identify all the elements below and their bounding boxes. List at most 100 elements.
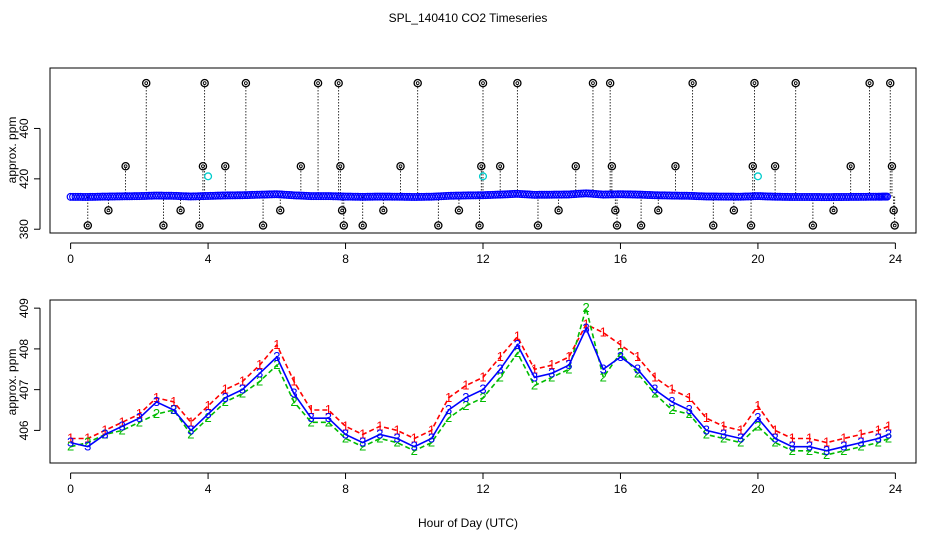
top-y-tick-label: 460 xyxy=(17,118,31,138)
outlier-point-inner xyxy=(888,81,893,85)
outlier-point xyxy=(654,206,663,215)
outlier-point-inner xyxy=(613,208,618,213)
series-1-marker: 1 xyxy=(136,406,143,421)
outlier-point-inner xyxy=(398,164,403,169)
outlier-point xyxy=(477,161,486,171)
series-2-marker: 2 xyxy=(479,390,486,405)
series-1-marker: 1 xyxy=(273,337,280,352)
series-2-marker: 2 xyxy=(308,414,315,429)
outlier-point-inner xyxy=(639,223,643,228)
bottom-x-tick-label: 16 xyxy=(614,482,628,496)
series-2-marker: 2 xyxy=(582,300,589,315)
series-1-marker: 1 xyxy=(119,414,126,429)
outlier-point-inner xyxy=(615,223,619,228)
series-3-line xyxy=(70,326,889,452)
top-plot-frame xyxy=(49,67,917,234)
outlier-point xyxy=(770,161,780,171)
series-2-marker: 2 xyxy=(136,414,143,429)
outlier-point-inner xyxy=(278,208,283,213)
outlier-point-inner xyxy=(223,164,228,169)
series-3-marker: 3 xyxy=(789,439,796,454)
outlier-point xyxy=(746,221,756,230)
outlier-point xyxy=(885,78,895,88)
series-2-marker: 2 xyxy=(600,369,607,384)
outlier-point-inner xyxy=(360,223,365,228)
series-1-marker: 1 xyxy=(703,410,710,425)
series-3-marker: 3 xyxy=(445,402,452,417)
outlier-point xyxy=(336,161,345,171)
outlier-point-inner xyxy=(244,81,248,85)
series-2-marker: 2 xyxy=(239,386,246,401)
series-1-marker: 1 xyxy=(754,398,761,413)
bottom-x-tick-label: 8 xyxy=(342,482,349,496)
series-1-marker: 1 xyxy=(84,431,91,446)
top-x-tick-label: 12 xyxy=(476,252,490,266)
series-3-marker: 3 xyxy=(686,402,693,417)
series-2-marker: 2 xyxy=(84,435,91,450)
cyan-point xyxy=(204,172,213,181)
outlier-point-inner xyxy=(890,164,894,169)
cyan-point xyxy=(478,172,488,181)
series-3-marker: 3 xyxy=(376,426,383,441)
series-1-marker: 1 xyxy=(737,422,744,437)
outlier-point-inner xyxy=(690,81,695,85)
series-3-marker: 3 xyxy=(668,394,675,409)
outlier-point-inner xyxy=(144,81,149,85)
outlier-point-inner xyxy=(261,223,265,228)
baseline-point xyxy=(591,190,600,199)
outlier-point xyxy=(337,206,347,215)
series-3-marker: 3 xyxy=(754,410,761,425)
baseline-point xyxy=(883,192,892,201)
bottom-plot-frame xyxy=(49,299,917,464)
series-2-marker: 2 xyxy=(686,406,693,421)
top-y-axis-label: approx. ppm xyxy=(5,117,19,184)
series-3-marker: 3 xyxy=(703,422,710,437)
outlier-point-inner xyxy=(892,223,897,228)
outlier-point-inner xyxy=(848,164,853,169)
outlier-point-inner xyxy=(536,223,540,228)
outlier-point-inner xyxy=(732,208,736,213)
series-2-marker: 2 xyxy=(651,386,658,401)
outlier-point-inner xyxy=(415,81,420,85)
series-1-marker: 1 xyxy=(651,369,658,384)
series-1-marker: 1 xyxy=(325,402,332,417)
series-1-line xyxy=(70,323,889,444)
series-1-marker: 1 xyxy=(686,390,693,405)
outlier-point xyxy=(865,78,874,88)
series-3-marker: 3 xyxy=(840,439,847,454)
outlier-point-inner xyxy=(515,81,520,85)
outlier-point xyxy=(358,221,367,230)
bottom-x-tick-label: 0 xyxy=(67,482,74,496)
outlier-point-inner xyxy=(316,81,320,85)
series-1-marker: 1 xyxy=(720,418,727,433)
series-1-marker: 1 xyxy=(342,418,349,433)
series-1-marker: 1 xyxy=(290,374,297,389)
outlier-point-inner xyxy=(793,81,798,85)
series-1-marker: 1 xyxy=(548,357,555,372)
outlier-point xyxy=(791,78,800,88)
top-x-tick-label: 24 xyxy=(889,252,903,266)
series-1-marker: 1 xyxy=(204,398,211,413)
series-2-marker: 2 xyxy=(67,439,74,454)
outlier-point-inner xyxy=(556,208,561,213)
series-1-marker: 1 xyxy=(885,418,892,433)
series-1-marker: 1 xyxy=(875,422,882,437)
outlier-point-inner xyxy=(891,208,896,213)
series-1-marker: 1 xyxy=(376,418,383,433)
series-1-marker: 1 xyxy=(840,431,847,446)
baseline-point xyxy=(589,189,598,198)
series-3-marker: 3 xyxy=(823,443,830,458)
series-2-marker: 2 xyxy=(462,398,469,413)
outlier-point-inner xyxy=(591,81,595,85)
series-3-marker: 3 xyxy=(308,410,315,425)
outlier-point xyxy=(454,206,464,215)
outlier-point xyxy=(829,206,838,215)
series-2-marker: 2 xyxy=(256,374,263,389)
outlier-point xyxy=(846,161,855,171)
series-1-marker: 1 xyxy=(101,422,108,437)
series-1-marker: 1 xyxy=(600,325,607,340)
cyan-point xyxy=(753,172,762,181)
series-2-marker: 2 xyxy=(771,435,778,450)
series-3-marker: 3 xyxy=(84,439,91,454)
series-3-marker: 3 xyxy=(239,382,246,397)
